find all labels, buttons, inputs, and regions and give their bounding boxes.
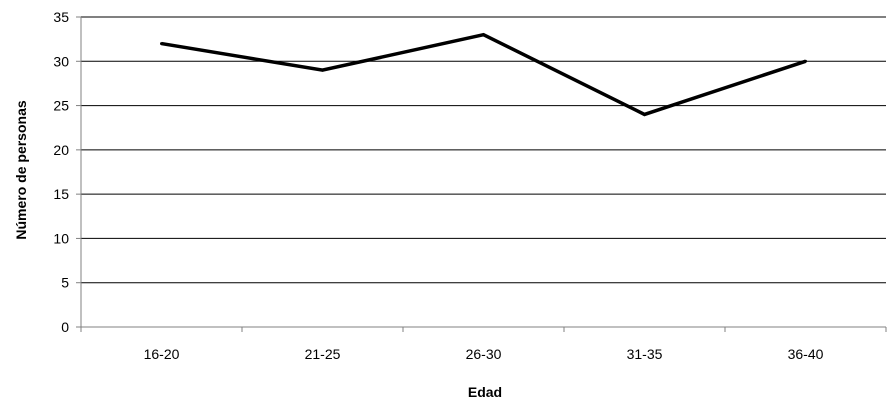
y-axis-title: Número de personas: [13, 100, 29, 239]
axes: [76, 16, 887, 332]
data-point: [482, 33, 485, 37]
y-tick-label: 15: [53, 186, 69, 202]
y-tick-label: 25: [53, 98, 69, 114]
x-tick-labels: 16-20 21-25 26-30 31-35 36-40: [144, 346, 824, 362]
x-axis-title: Edad: [468, 384, 502, 400]
y-tick-label: 0: [61, 319, 69, 335]
data-point: [321, 68, 324, 72]
y-tick-labels: 0 5 10 15 20 25 30 35: [53, 9, 69, 335]
x-tick-label: 36-40: [788, 346, 824, 362]
y-tick-label: 10: [53, 230, 69, 246]
data-point: [160, 42, 163, 46]
series-line-0: [161, 32, 807, 117]
x-tick-label: 31-35: [627, 346, 663, 362]
x-tick-label: 21-25: [305, 346, 341, 362]
x-tick-label: 26-30: [466, 346, 502, 362]
x-tick-label: 16-20: [144, 346, 180, 362]
gridlines: [81, 16, 886, 284]
series: [160, 32, 807, 117]
data-point: [643, 112, 646, 116]
y-tick-label: 20: [53, 142, 69, 158]
y-tick-label: 35: [53, 9, 69, 25]
data-point: [804, 59, 807, 63]
y-tick-label: 5: [61, 275, 69, 291]
y-tick-label: 30: [53, 53, 69, 69]
